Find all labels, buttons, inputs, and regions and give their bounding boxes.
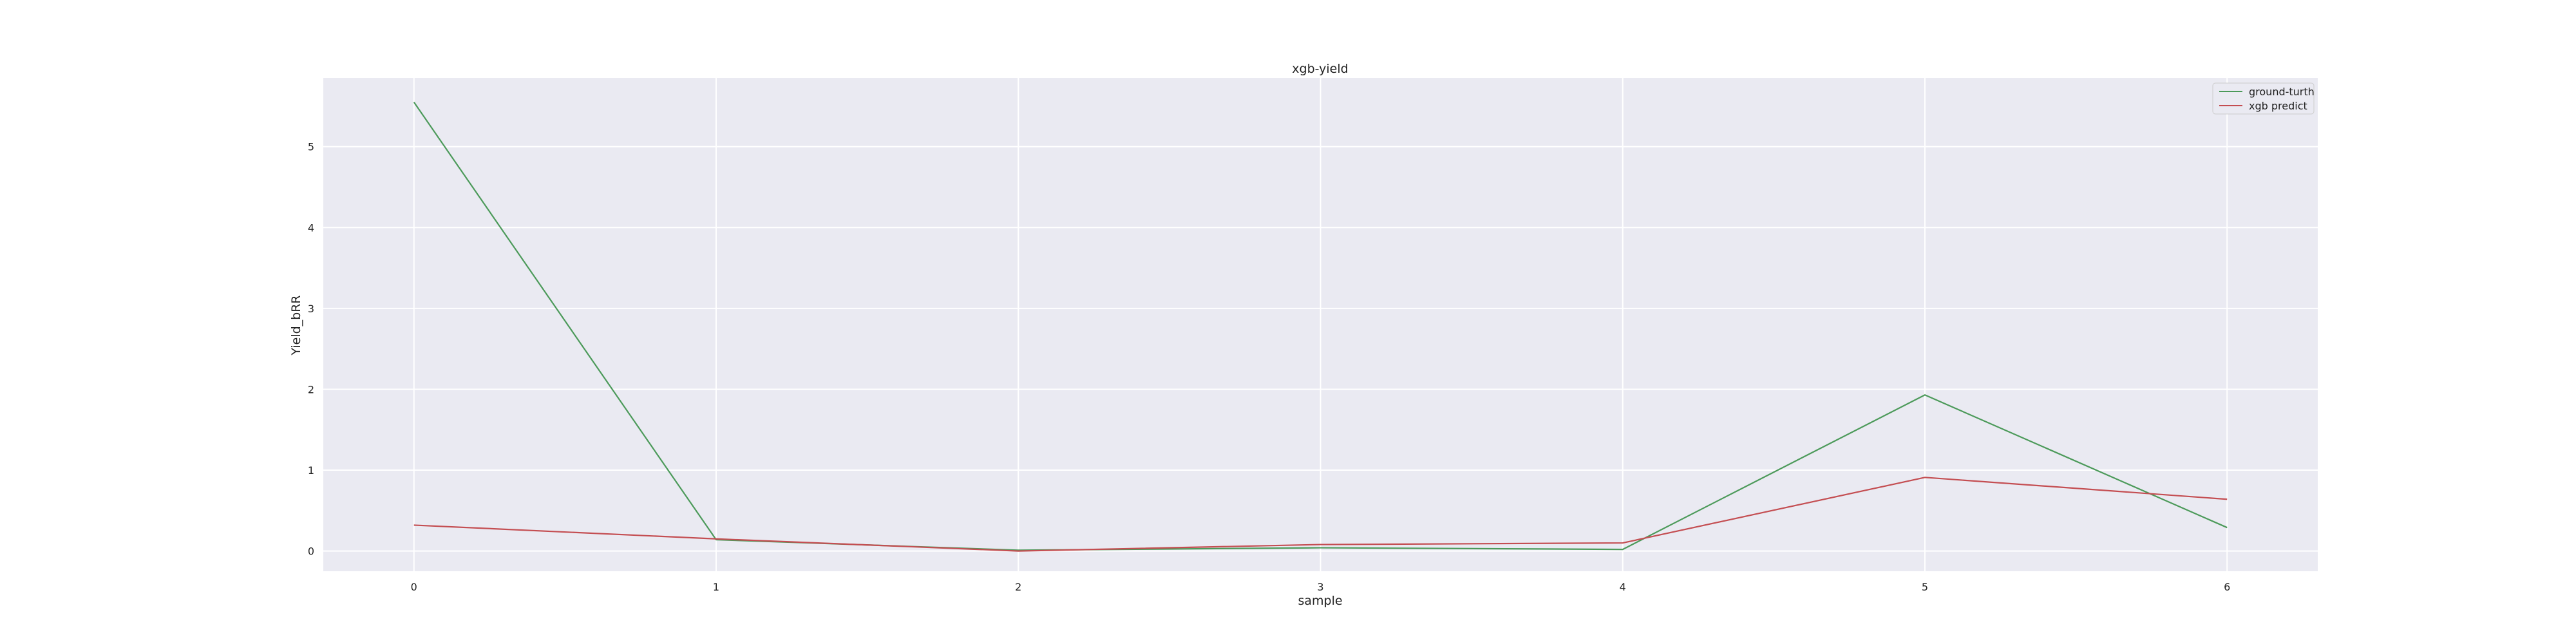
x-tick-label: 4 [1620, 581, 1626, 593]
chart-title: xgb-yield [1292, 62, 1348, 76]
x-tick-label: 0 [411, 581, 417, 593]
x-tick-label: 3 [1317, 581, 1323, 593]
y-tick-label: 0 [308, 545, 314, 558]
y-tick-label: 5 [308, 141, 314, 153]
x-axis: 0 1 2 3 4 5 6 [411, 581, 2231, 593]
x-axis-title: sample [1298, 594, 1342, 608]
y-axis-title: Yield_bRR [289, 295, 303, 355]
grid-lines [323, 78, 2318, 571]
series-line-ground-turth [413, 102, 2228, 551]
legend-label-xgb-predict: xgb predict [2249, 100, 2307, 112]
y-tick-label: 2 [308, 383, 314, 395]
series-line-xgb-predict [413, 477, 2228, 552]
legend-label-ground-turth: ground-turth [2249, 86, 2315, 98]
series-lines [413, 102, 2228, 552]
y-tick-label: 3 [308, 303, 314, 315]
x-tick-label: 6 [2224, 581, 2230, 593]
x-tick-label: 1 [713, 581, 719, 593]
y-axis: 0 1 2 3 4 5 [308, 141, 314, 558]
legend: ground-turth xgb predict [2212, 82, 2315, 115]
x-tick-label: 5 [1922, 581, 1928, 593]
x-tick-label: 2 [1015, 581, 1021, 593]
y-tick-label: 1 [308, 464, 314, 477]
y-tick-label: 4 [308, 222, 314, 234]
